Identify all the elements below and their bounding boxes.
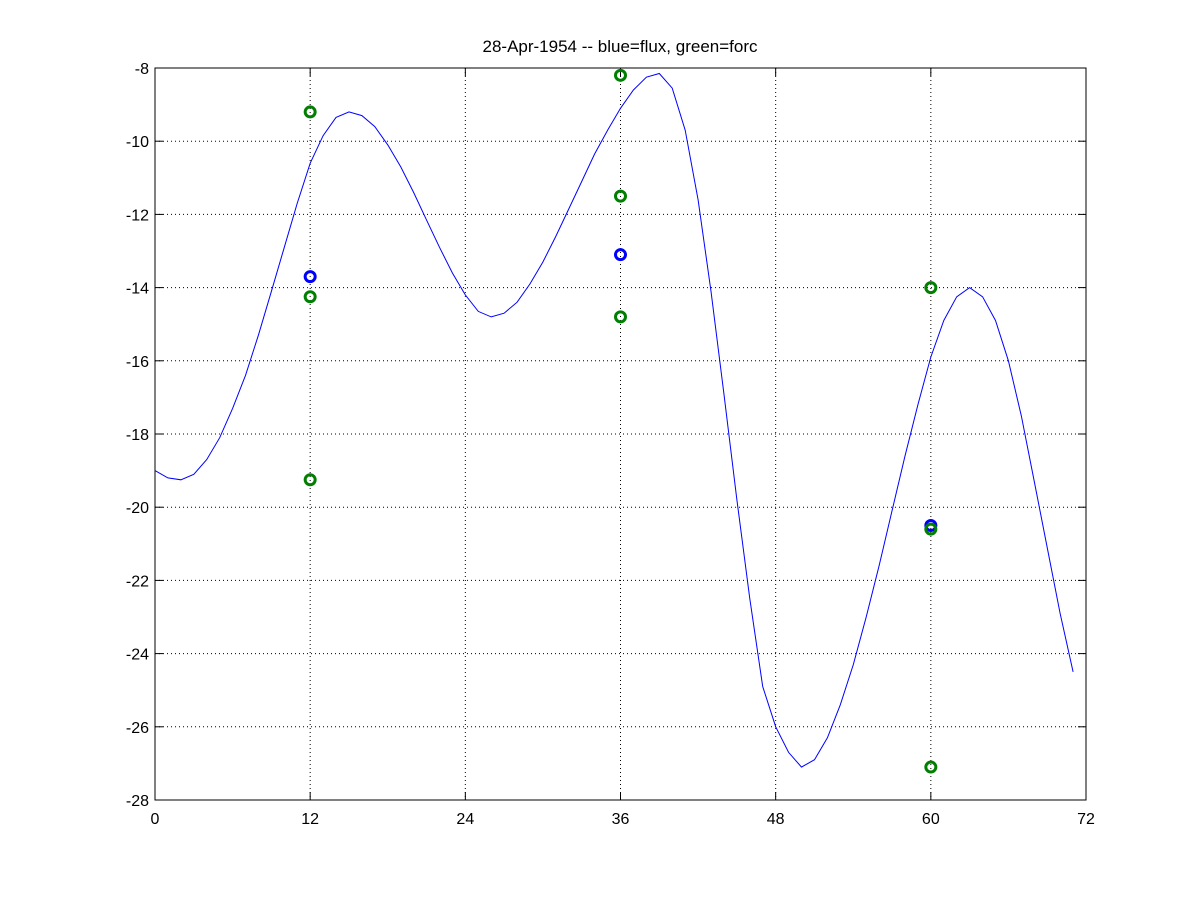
x-tick-label: 0 (151, 811, 160, 828)
y-tick-label: -26 (126, 720, 149, 737)
y-tick-label: -16 (126, 354, 149, 371)
y-tick-label: -18 (126, 427, 149, 444)
y-tick-labels: -8 -10 -12 -14 -16 -18 -20 -22 -24 -26 -28 (126, 61, 149, 810)
y-tick-label: -28 (126, 793, 149, 810)
forc-marker (614, 310, 627, 324)
y-tick-label: -14 (126, 281, 149, 298)
y-tick-label: -22 (126, 573, 149, 590)
flux-line (154, 72, 1074, 768)
x-tick-label: 72 (1077, 811, 1095, 828)
forc-marker (924, 760, 938, 774)
y-tick-label: -8 (135, 61, 149, 78)
forc-marker (303, 473, 317, 487)
flux-marker (614, 248, 627, 262)
y-tick-label: -20 (126, 500, 149, 517)
forc-marker (303, 290, 317, 304)
y-tick-label: -12 (126, 207, 149, 224)
y-tick-label: -24 (126, 647, 149, 664)
forc-marker (614, 189, 627, 203)
axis-ticks (154, 67, 1087, 801)
forc-marker (614, 68, 627, 82)
plot-frame (154, 67, 1087, 801)
grid (155, 68, 1086, 800)
forc-marker (924, 522, 938, 536)
x-tick-label: 36 (612, 811, 630, 828)
x-tick-label: 48 (767, 811, 785, 828)
x-tick-labels: 0 12 24 36 48 60 72 (151, 811, 1095, 828)
flux-marker (303, 270, 317, 284)
series-layer (154, 68, 1074, 774)
y-tick-label: -10 (126, 134, 149, 151)
forc-marker (924, 281, 938, 295)
forc-marker (303, 105, 317, 119)
x-tick-label: 12 (301, 811, 319, 828)
x-tick-label: 60 (922, 811, 940, 828)
chart-title: 28-Apr-1954 -- blue=flux, green=forc (483, 37, 758, 56)
x-tick-label: 24 (456, 811, 474, 828)
